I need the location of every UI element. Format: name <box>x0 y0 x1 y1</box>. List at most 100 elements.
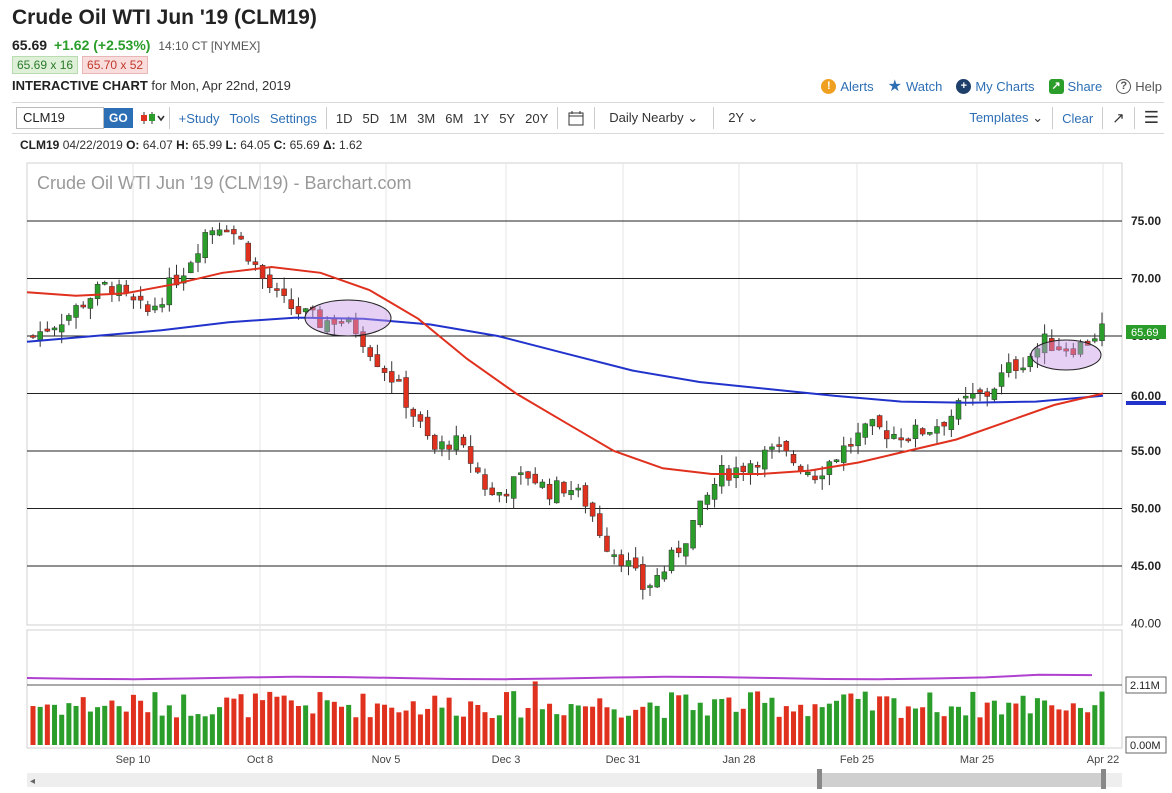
candle-type-icon[interactable] <box>139 110 165 126</box>
bid-ask: 65.69 x 16 65.70 x 52 <box>12 56 149 74</box>
volume-bar <box>905 706 911 745</box>
candle-body <box>130 296 137 301</box>
volume-bar <box>776 716 782 745</box>
go-button[interactable]: GO <box>104 108 133 128</box>
volume-bar <box>374 703 380 745</box>
period-5d[interactable]: 5D <box>362 110 380 126</box>
volume-bar <box>496 715 502 745</box>
price-chart[interactable]: Crude Oil WTI Jun '19 (CLM19) - Barchart… <box>0 158 1172 793</box>
candle-body <box>274 288 280 291</box>
chart-toolbar: CLM19 GO +Study Tools Settings 1D 5D 1M … <box>12 102 1164 134</box>
candle-body <box>281 288 287 296</box>
calendar-icon[interactable] <box>568 110 584 126</box>
period-6m[interactable]: 6M <box>445 110 464 126</box>
toolbar-divider <box>557 107 559 129</box>
ohlc-high-label: H: <box>176 138 189 152</box>
volume-bar <box>1034 698 1040 745</box>
templates-label: Templates <box>969 110 1029 125</box>
watch-link[interactable]: ★ Watch <box>888 76 943 96</box>
symbol-input[interactable]: CLM19 <box>16 107 104 129</box>
volume-bar <box>590 706 596 745</box>
volume-bar <box>389 707 395 745</box>
candle-body <box>790 454 797 464</box>
tools-button[interactable]: Tools <box>229 110 260 126</box>
chart-title: Crude Oil WTI Jun '19 (CLM19) - Barchart… <box>37 173 412 193</box>
alerts-link[interactable]: ! Alerts <box>821 78 874 94</box>
candle-body <box>195 253 201 263</box>
study-button[interactable]: +Study <box>178 110 220 126</box>
toolbar-divider <box>713 107 715 129</box>
range-label: 2Y <box>728 110 744 125</box>
ask-badge: 65.70 x 52 <box>82 56 149 74</box>
help-link[interactable]: ? Help <box>1116 78 1162 94</box>
ohlc-delta: 1.62 <box>338 138 363 152</box>
volume-bar <box>956 706 962 745</box>
period-5y[interactable]: 5Y <box>499 110 516 126</box>
candle-body <box>553 480 560 504</box>
candle-body <box>503 493 510 497</box>
period-1y[interactable]: 1Y <box>473 110 490 126</box>
volume-bar <box>360 693 366 745</box>
candle-body <box>711 484 718 500</box>
volume-bar <box>582 706 588 745</box>
toolbar-divider <box>1052 107 1054 129</box>
watch-label: Watch <box>905 78 943 94</box>
volume-bar <box>826 703 832 745</box>
candle-body <box>496 492 503 496</box>
volume-bar <box>446 697 452 745</box>
volume-bar <box>482 712 488 745</box>
candle-body <box>683 543 689 557</box>
alerts-label: Alerts <box>840 78 874 94</box>
period-3m[interactable]: 3M <box>417 110 436 126</box>
volume-bars <box>30 681 1105 745</box>
candle-body <box>467 446 474 464</box>
scroll-thumb[interactable] <box>821 773 1103 787</box>
range-handle-left[interactable] <box>817 769 822 789</box>
candle-body <box>460 436 467 446</box>
volume-bar <box>690 710 696 745</box>
candle-body <box>776 444 782 447</box>
candle-body <box>1070 348 1077 355</box>
volume-bar <box>410 701 416 745</box>
range-select[interactable]: 2Y ⌄ <box>728 110 758 126</box>
clear-button[interactable]: Clear <box>1062 110 1094 126</box>
ohlc-open: 64.07 <box>142 138 173 152</box>
volume-bar <box>44 704 50 745</box>
candle-body <box>295 306 302 315</box>
ohlc-symbol: CLM19 <box>20 138 60 152</box>
candle-body <box>1020 367 1026 371</box>
candle-body <box>575 487 582 491</box>
volume-bar <box>475 704 481 745</box>
volume-bar <box>532 681 538 745</box>
my-charts-link[interactable]: + My Charts <box>956 78 1035 94</box>
period-1d[interactable]: 1D <box>335 110 353 126</box>
nearby-select[interactable]: Daily Nearby ⌄ <box>609 110 698 126</box>
ohlc-open-label: O: <box>126 138 140 152</box>
quote-time: 14:10 CT [NYMEX] <box>158 39 261 53</box>
candle-body <box>1092 338 1098 342</box>
scroll-left-icon[interactable]: ◂ <box>30 776 35 787</box>
volume-bar <box>970 691 976 745</box>
last-price-tag <box>1126 325 1166 339</box>
candle-body <box>654 575 660 588</box>
ohlc-low: 64.05 <box>240 138 271 152</box>
candle-body <box>898 437 904 441</box>
range-handle-right[interactable] <box>1101 769 1106 789</box>
volume-bar <box>733 711 739 745</box>
x-tick-label: Mar 25 <box>960 754 994 766</box>
volume-bar <box>747 692 753 745</box>
templates-select[interactable]: Templates ⌄ <box>969 110 1043 126</box>
expand-icon[interactable]: ↗ <box>1112 110 1125 127</box>
settings-button[interactable]: Settings <box>269 110 317 126</box>
candle-body <box>1056 346 1062 351</box>
period-20y[interactable]: 20Y <box>525 110 549 126</box>
candle-body <box>604 535 610 552</box>
volume-max-label: 2.11M <box>1130 680 1160 692</box>
candle-body <box>288 299 295 309</box>
share-link[interactable]: ↗ Share <box>1048 78 1102 94</box>
y-tick-label: 70.00 <box>1131 272 1161 286</box>
period-1m[interactable]: 1M <box>389 110 408 126</box>
volume-bar <box>439 707 445 745</box>
volume-bar <box>403 710 409 745</box>
menu-icon[interactable]: ☰ <box>1143 108 1159 127</box>
